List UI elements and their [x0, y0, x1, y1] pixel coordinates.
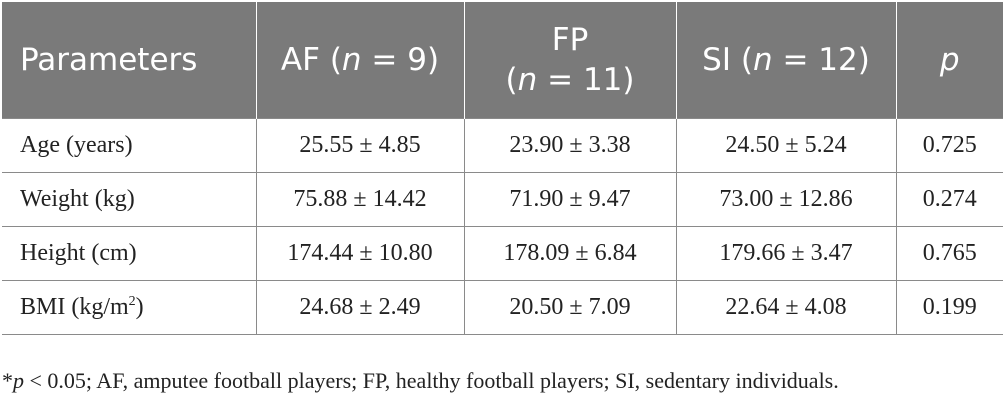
- cell-fp: 178.09 ± 6.84: [464, 226, 677, 281]
- row-label-text: Weight (kg): [20, 186, 135, 212]
- parameters-table-container: Parameters AF (n = 9) FP (n = 11) SI (n …: [2, 2, 1003, 335]
- table-row: Age (years) 25.55 ± 4.85 23.90 ± 3.38 24…: [2, 118, 1003, 173]
- row-label: Age (years): [2, 118, 257, 173]
- row-label: Height (cm): [2, 226, 257, 281]
- header-p: p: [896, 2, 1003, 119]
- cell-p: 0.765: [896, 226, 1003, 281]
- header-fp-n: n: [517, 62, 538, 98]
- footnote-p: p: [13, 368, 24, 393]
- header-si: SI (n = 12): [676, 2, 897, 119]
- cell-si: 179.66 ± 3.47: [676, 226, 897, 281]
- cell-si: 73.00 ± 12.86: [676, 172, 897, 227]
- cell-si: 24.50 ± 5.24: [676, 118, 897, 173]
- header-af: AF (n = 9): [256, 2, 465, 119]
- row-label: BMI (kg/m2): [2, 280, 257, 335]
- row-label-text: BMI (kg/m: [20, 294, 129, 320]
- cell-p: 0.725: [896, 118, 1003, 173]
- footnote-star: *: [2, 368, 13, 393]
- header-fp-line2: (n = 11): [465, 60, 676, 100]
- header-fp: FP (n = 11): [464, 2, 677, 119]
- header-si-prefix: SI (: [702, 42, 753, 78]
- header-af-suffix: = 9): [361, 42, 440, 78]
- parameters-table: Parameters AF (n = 9) FP (n = 11) SI (n …: [2, 2, 1003, 335]
- header-p-label: p: [939, 42, 960, 78]
- table-row: BMI (kg/m2) 24.68 ± 2.49 20.50 ± 7.09 22…: [2, 280, 1003, 335]
- cell-af: 75.88 ± 14.42: [256, 172, 465, 227]
- header-row: Parameters AF (n = 9) FP (n = 11) SI (n …: [2, 2, 1003, 119]
- header-fp-prefix: (: [505, 62, 518, 98]
- cell-fp: 23.90 ± 3.38: [464, 118, 677, 173]
- row-label: Weight (kg): [2, 172, 257, 227]
- table-body: Age (years) 25.55 ± 4.85 23.90 ± 3.38 24…: [2, 118, 1003, 335]
- header-si-n: n: [752, 42, 773, 78]
- table-header: Parameters AF (n = 9) FP (n = 11) SI (n …: [2, 2, 1003, 119]
- header-parameters: Parameters: [2, 2, 257, 119]
- header-af-n: n: [341, 42, 362, 78]
- cell-si: 22.64 ± 4.08: [676, 280, 897, 335]
- cell-af: 174.44 ± 10.80: [256, 226, 465, 281]
- header-fp-suffix: = 11): [537, 62, 635, 98]
- table-row: Weight (kg) 75.88 ± 14.42 71.90 ± 9.47 7…: [2, 172, 1003, 227]
- row-label-text: Height (cm): [20, 240, 137, 266]
- cell-af: 25.55 ± 4.85: [256, 118, 465, 173]
- header-af-prefix: AF (: [280, 42, 342, 78]
- row-label-tail: ): [135, 294, 144, 320]
- row-label-text: Age (years): [20, 132, 133, 158]
- footnote-text: < 0.05; AF, amputee football players; FP…: [24, 368, 839, 393]
- cell-fp: 20.50 ± 7.09: [464, 280, 677, 335]
- header-si-suffix: = 12): [772, 42, 870, 78]
- header-parameters-label: Parameters: [20, 42, 198, 78]
- cell-p: 0.199: [896, 280, 1003, 335]
- cell-p: 0.274: [896, 172, 1003, 227]
- cell-af: 24.68 ± 2.49: [256, 280, 465, 335]
- table-footnote: *p < 0.05; AF, amputee football players;…: [2, 368, 839, 394]
- cell-fp: 71.90 ± 9.47: [464, 172, 677, 227]
- row-label-superscript: 2: [128, 294, 136, 309]
- table-row: Height (cm) 174.44 ± 10.80 178.09 ± 6.84…: [2, 226, 1003, 281]
- header-fp-line1: FP: [551, 22, 589, 58]
